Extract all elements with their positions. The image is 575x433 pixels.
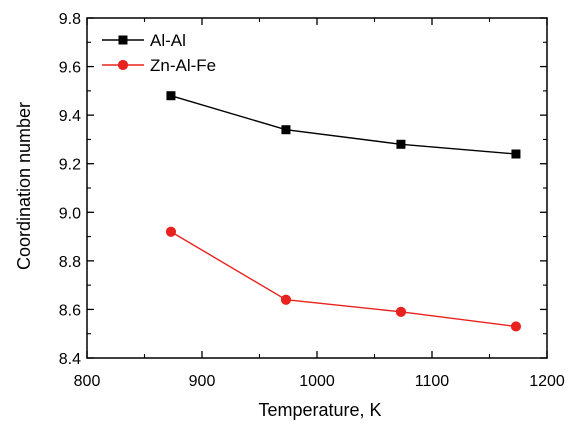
series-layer (165, 91, 522, 332)
legend-label-al-al: Al-Al (150, 31, 186, 50)
legend-marker-al-al (118, 35, 128, 45)
y-tick-label: 9.6 (59, 60, 81, 77)
axes: 800 900 1000 1100 1200 8.4 8.6 8.8 9.0 9.2 9.4 9.6 9… (59, 11, 565, 390)
x-axis-label: Temperature, K (258, 400, 381, 420)
legend: Al-Al Zn-Al-Fe (102, 31, 216, 75)
y-tick-label: 8.6 (59, 302, 81, 319)
y-tick-label: 8.8 (59, 254, 81, 271)
data-point-zn-al-fe (280, 294, 292, 305)
x-tick-label: 1100 (415, 373, 450, 390)
x-tick-label: 900 (189, 373, 216, 390)
y-tick-label: 9.2 (59, 157, 81, 174)
x-tick-label: 1000 (299, 373, 335, 390)
y-tick-label: 9.4 (59, 108, 81, 125)
data-point-al-al (511, 149, 521, 159)
data-point-al-al (166, 91, 176, 101)
y-axis-label: Coordination number (14, 102, 34, 270)
series-al-al (166, 91, 521, 159)
data-point-zn-al-fe (510, 321, 522, 332)
y-tick-label: 9.8 (59, 11, 81, 28)
y-tick-label: 9.0 (59, 205, 81, 222)
legend-label-zn-al-fe: Zn-Al-Fe (150, 56, 216, 75)
data-point-zn-al-fe (165, 226, 177, 237)
series-zn-al-fe (165, 226, 522, 332)
legend-marker-zn-al-fe (117, 59, 129, 71)
series-line-zn-al-fe (170, 231, 517, 328)
series-line-al-al (170, 95, 517, 155)
y-tick-label: 8.4 (59, 351, 81, 368)
legend-item-zn-al-fe: Zn-Al-Fe (102, 56, 216, 75)
data-point-al-al (281, 125, 291, 135)
data-point-al-al (396, 139, 406, 149)
legend-item-al-al: Al-Al (102, 31, 186, 50)
x-tick-label: 1200 (529, 373, 565, 390)
x-tick-label: 800 (74, 373, 101, 390)
data-point-zn-al-fe (395, 306, 407, 317)
